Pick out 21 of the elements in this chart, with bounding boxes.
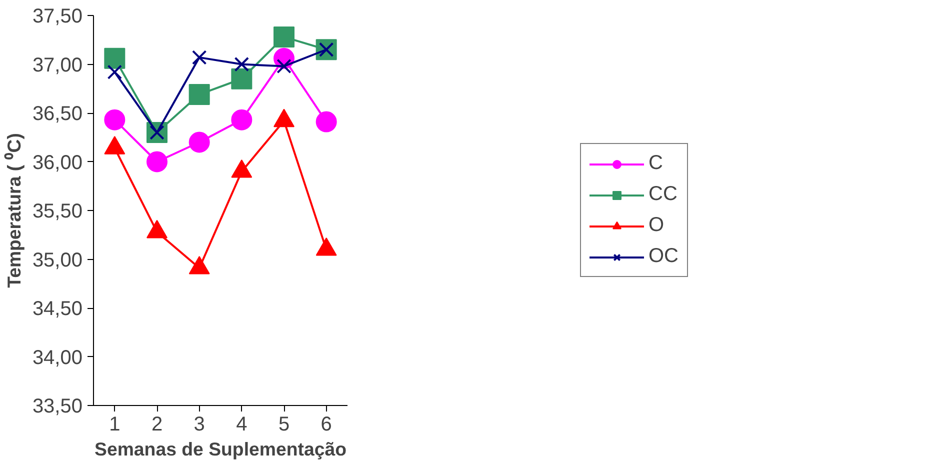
y-tick-label: 37,50 xyxy=(32,6,83,28)
y-tick-label: 36,50 xyxy=(32,103,83,125)
y-tick-label: 35,50 xyxy=(32,200,83,222)
x-tick-label: 1 xyxy=(109,414,120,436)
y-axis-title: Temperatura ( ⁰C) xyxy=(3,133,24,288)
x-tick-label: 6 xyxy=(320,414,332,436)
x-tick-label: 3 xyxy=(194,414,205,436)
y-tick-label: 33,50 xyxy=(32,396,83,418)
legend-label: C xyxy=(648,152,664,175)
x-tick-label: 4 xyxy=(236,414,248,436)
y-tick-label: 34,00 xyxy=(32,346,83,369)
x-tick-label: 5 xyxy=(278,414,290,436)
x-tick-label: 2 xyxy=(151,414,163,436)
legend-label: OC xyxy=(648,245,678,268)
y-tick-label: 34,50 xyxy=(32,298,83,320)
y-tick-label: 35,00 xyxy=(32,249,83,272)
x-axis-title: Semanas de Suplementação xyxy=(94,438,346,460)
legend-label: O xyxy=(648,214,666,237)
y-tick-label: 37,00 xyxy=(32,54,83,76)
y-tick-label: 36,00 xyxy=(32,152,83,174)
legend-label: CC xyxy=(648,183,678,206)
